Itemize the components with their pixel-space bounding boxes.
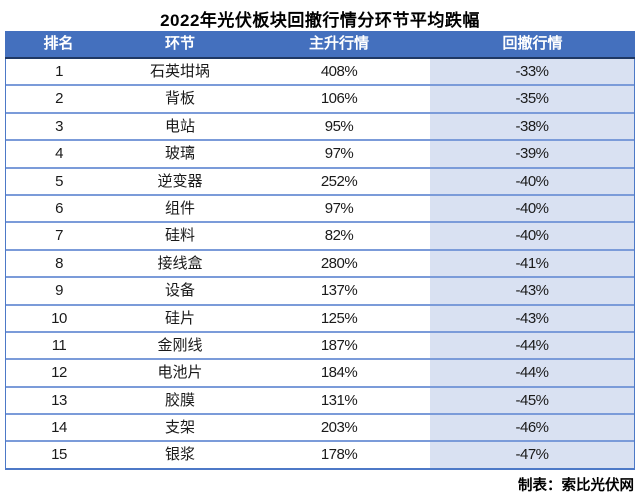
cell-rally: 137%	[320, 282, 358, 300]
cell-drawdown: -44%	[430, 360, 634, 386]
cell-rally: 408%	[320, 63, 358, 80]
cell-segment: 电站	[164, 117, 195, 135]
cell-rank: 9	[55, 282, 63, 300]
cell-segment: 组件	[164, 199, 195, 217]
cell-drawdown: -40%	[430, 195, 634, 222]
credit-text: 制表：索比光伏网	[518, 477, 634, 494]
cell-drawdown: -43%	[430, 278, 634, 304]
table-row: 4 玻璃 97% -39%	[6, 141, 634, 169]
cell-drawdown: -40%	[430, 223, 634, 249]
cell-drawdown: -40%	[430, 168, 634, 194]
cell-segment: 石英坩埚	[149, 63, 210, 80]
column-header-rank: 排名	[43, 35, 74, 52]
table-row: 8 接线盒 280% -41%	[6, 250, 634, 279]
cell-rally: 82%	[324, 227, 354, 245]
table-row: 11 金刚线 187% -44%	[6, 332, 634, 361]
cell-rank: 11	[51, 336, 67, 354]
table-row: 1 石英坩埚 408% -33%	[6, 59, 634, 87]
cell-drawdown: -35%	[430, 86, 634, 112]
cell-segment: 硅料	[164, 227, 195, 245]
cell-segment: 接线盒	[157, 254, 203, 272]
cell-rally: 280%	[320, 254, 358, 272]
table-row: 9 设备 137% -43%	[6, 278, 634, 306]
cell-drawdown: -43%	[430, 305, 634, 331]
cell-rally: 125%	[320, 309, 358, 327]
cell-drawdown: -44%	[430, 332, 634, 359]
cell-segment: 银浆	[164, 446, 195, 464]
cell-drawdown: -39%	[430, 141, 634, 167]
cell-rally: 131%	[320, 391, 358, 409]
cell-rally: 178%	[320, 446, 358, 464]
table-row: 7 硅料 82% -40%	[6, 223, 634, 251]
cell-drawdown: -46%	[430, 415, 634, 441]
cell-segment: 玻璃	[164, 145, 195, 163]
cell-rank: 3	[55, 117, 63, 135]
cell-segment: 背板	[164, 90, 195, 108]
cell-rank: 13	[51, 391, 67, 409]
cell-segment: 硅片	[164, 309, 195, 327]
cell-drawdown: -33%	[430, 59, 634, 85]
cell-segment: 逆变器	[157, 172, 203, 190]
drawdown-table: 排名 环节 主升行情 回撤行情 1 石英坩埚 408% -33% 2 背板 10…	[5, 31, 635, 470]
cell-rank: 5	[55, 172, 63, 190]
cell-drawdown: -41%	[430, 250, 634, 277]
table-row: 2 背板 106% -35%	[6, 86, 634, 114]
table-row: 10 硅片 125% -43%	[6, 305, 634, 333]
cell-rally: 106%	[320, 90, 358, 108]
table-row: 3 电站 95% -38%	[6, 113, 634, 142]
cell-drawdown: -38%	[430, 113, 634, 140]
cell-rank: 6	[55, 199, 63, 217]
table-body: 1 石英坩埚 408% -33% 2 背板 106% -35% 3 电站 95%…	[5, 59, 635, 470]
cell-segment: 支架	[164, 419, 195, 437]
table-row: 13 胶膜 131% -45%	[6, 387, 634, 416]
column-header-rally: 主升行情	[308, 35, 369, 52]
table-row: 14 支架 203% -46%	[6, 415, 634, 443]
cell-rally: 187%	[320, 336, 358, 354]
table-row: 12 电池片 184% -44%	[6, 360, 634, 388]
cell-rank: 8	[55, 254, 63, 272]
page-title: 2022年光伏板块回撤行情分环节平均跌幅	[160, 11, 480, 30]
cell-rank: 7	[55, 227, 63, 245]
cell-rally: 95%	[324, 117, 354, 135]
cell-rally: 184%	[320, 364, 358, 382]
table-row: 5 逆变器 252% -40%	[6, 168, 634, 196]
cell-rank: 2	[55, 90, 63, 108]
cell-rally: 97%	[324, 199, 354, 217]
cell-rank: 10	[51, 309, 67, 327]
cell-rally: 97%	[324, 145, 354, 163]
column-header-drawdown: 回撤行情	[502, 35, 563, 52]
table-row: 6 组件 97% -40%	[6, 195, 634, 224]
cell-segment: 胶膜	[164, 391, 195, 409]
cell-segment: 设备	[164, 282, 195, 300]
cell-rank: 12	[51, 364, 67, 382]
cell-drawdown: -45%	[430, 387, 634, 414]
table-header-row: 排名 环节 主升行情 回撤行情	[5, 31, 635, 59]
cell-segment: 电池片	[157, 364, 203, 382]
cell-rally: 203%	[320, 419, 358, 437]
cell-drawdown: -47%	[430, 442, 634, 468]
cell-rank: 15	[51, 446, 67, 464]
cell-rank: 14	[51, 419, 67, 437]
table-row: 15 银浆 178% -47%	[6, 442, 634, 468]
cell-rally: 252%	[320, 172, 358, 190]
cell-segment: 金刚线	[157, 336, 203, 354]
cell-rank: 4	[55, 145, 63, 163]
cell-rank: 1	[55, 63, 63, 80]
column-header-segment: 环节	[164, 35, 195, 52]
